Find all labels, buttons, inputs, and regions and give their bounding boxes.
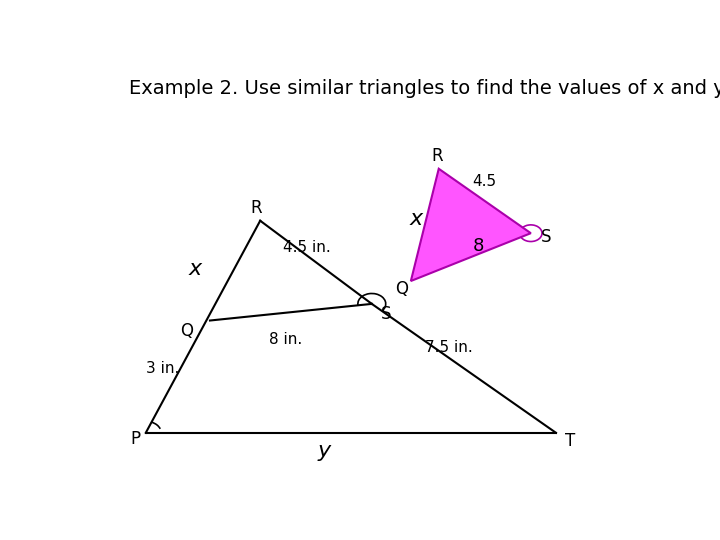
- Text: 7.5 in.: 7.5 in.: [425, 340, 472, 355]
- Text: Example 2. Use similar triangles to find the values of x and y.: Example 2. Use similar triangles to find…: [129, 79, 720, 98]
- Text: Q: Q: [180, 322, 193, 340]
- Text: S: S: [541, 228, 552, 246]
- Text: S: S: [382, 305, 392, 323]
- Text: 8 in.: 8 in.: [269, 332, 302, 347]
- Text: 4.5 in.: 4.5 in.: [283, 240, 330, 255]
- Polygon shape: [411, 168, 531, 281]
- Text: 3 in.: 3 in.: [145, 361, 179, 376]
- Text: T: T: [565, 432, 576, 450]
- Text: P: P: [131, 430, 141, 448]
- Text: 8: 8: [473, 237, 484, 255]
- Text: R: R: [251, 199, 262, 217]
- Text: x: x: [189, 259, 202, 279]
- Text: 4.5: 4.5: [472, 174, 496, 188]
- Text: y: y: [318, 442, 331, 462]
- Text: x: x: [409, 208, 423, 228]
- Text: Q: Q: [395, 280, 408, 298]
- Text: R: R: [431, 147, 443, 165]
